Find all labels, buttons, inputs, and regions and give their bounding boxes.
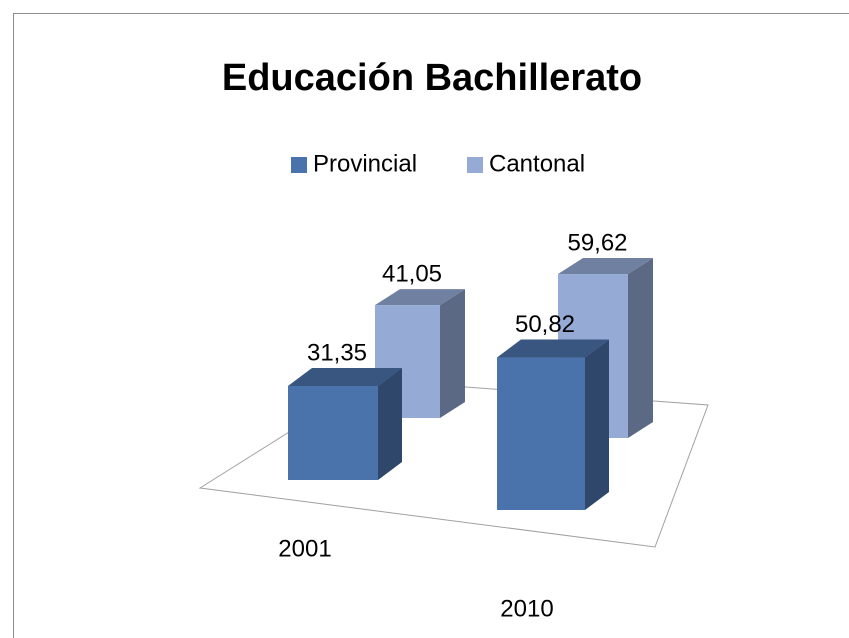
chart-title: Educación Bachillerato xyxy=(222,57,642,99)
bar-top xyxy=(558,258,653,275)
bar-side xyxy=(585,339,609,510)
bar-top xyxy=(288,367,402,386)
x-tick-label: 2001 xyxy=(278,535,331,562)
data-label: 59,62 xyxy=(567,229,627,256)
data-label: 41,05 xyxy=(382,260,442,287)
bar-side xyxy=(378,367,402,480)
legend-label: Cantonal xyxy=(489,150,585,177)
bar-side xyxy=(628,258,653,438)
bar xyxy=(497,357,585,510)
legend-label: Provincial xyxy=(313,150,417,177)
bar-side xyxy=(440,289,465,418)
bar-top xyxy=(497,339,609,358)
data-label: 31,35 xyxy=(307,339,367,366)
bar-top xyxy=(375,289,465,306)
legend-swatch xyxy=(467,157,483,173)
bar xyxy=(288,385,378,480)
x-tick-label: 2010 xyxy=(500,595,553,622)
legend-swatch xyxy=(291,157,307,173)
data-label: 50,82 xyxy=(515,311,575,338)
